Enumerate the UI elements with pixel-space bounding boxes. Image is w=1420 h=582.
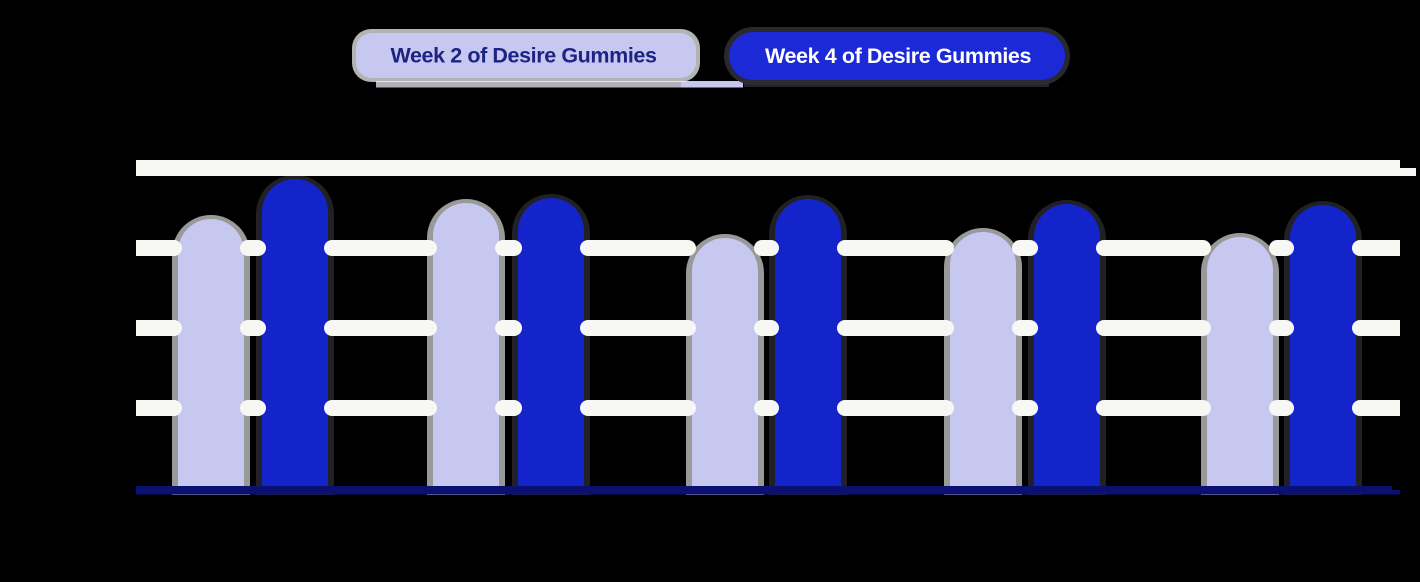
svg-text:Week 4 of Desire Gummies: Week 4 of Desire Gummies [765, 44, 1031, 68]
svg-text:Week 2 of Desire Gummies: Week 2 of Desire Gummies [390, 44, 656, 68]
